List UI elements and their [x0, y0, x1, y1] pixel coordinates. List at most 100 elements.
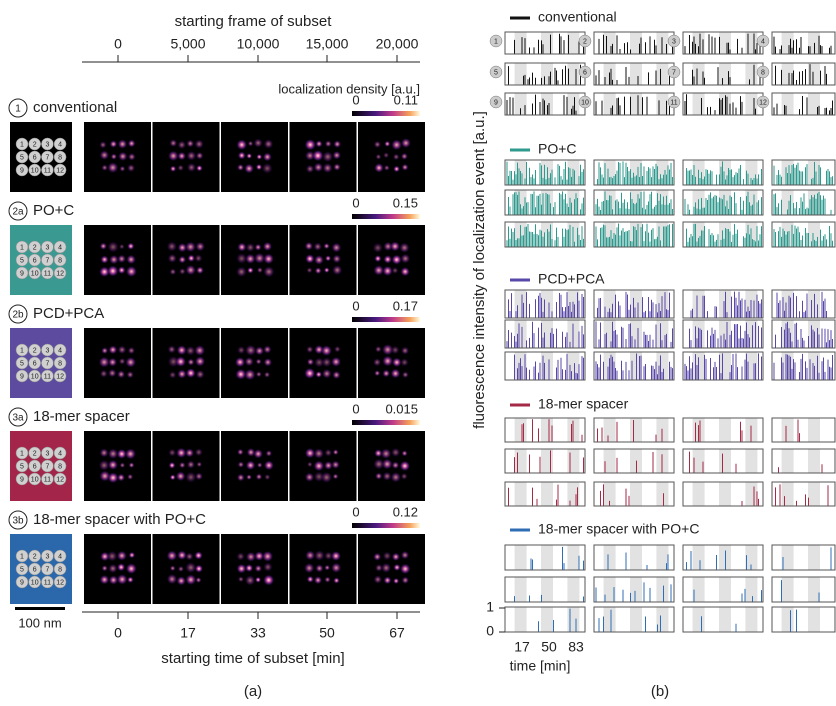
density-spot [382, 266, 393, 277]
density-spot [196, 152, 204, 160]
trace-box [772, 607, 835, 632]
colorbar-min: 0 [352, 504, 359, 519]
density-spot [375, 346, 382, 353]
density-spot [381, 563, 392, 574]
density-spot [322, 163, 333, 174]
trace-band [515, 449, 527, 473]
site-label: 1 [20, 141, 24, 148]
bottom-axis-label: starting time of subset [min] [161, 650, 344, 667]
site-label: 7 [45, 360, 49, 367]
density-spot [256, 154, 262, 160]
density-spot [107, 162, 119, 174]
density-spot [313, 460, 324, 471]
density-spot [390, 368, 400, 378]
density-spot [263, 562, 273, 572]
trace-band [745, 63, 757, 85]
density-spot [255, 346, 264, 355]
bottom-tick-label: 50 [319, 625, 335, 641]
top-tick-label: 15,000 [306, 36, 349, 52]
density-spot [263, 139, 273, 149]
density-spot [314, 576, 323, 585]
density-spot [331, 562, 342, 573]
density-spot [247, 141, 253, 147]
density-spot [304, 368, 316, 380]
density-spot [313, 448, 324, 459]
density-spot [401, 450, 407, 456]
site-label: 8 [58, 154, 62, 161]
density-spot [375, 154, 381, 160]
trace-band [782, 93, 794, 115]
trace-band [630, 418, 642, 442]
trace-box [772, 545, 835, 570]
density-spot [257, 267, 263, 273]
density-spot [101, 565, 108, 572]
density-spot [264, 460, 274, 470]
density-spot [194, 254, 202, 262]
site-badge-label: 4 [761, 38, 765, 45]
density-spot [118, 345, 127, 354]
trace-band [808, 607, 820, 632]
colorbar-min: 0 [352, 195, 359, 210]
trace-band [630, 63, 642, 85]
colorbar-min: 0 [352, 92, 359, 107]
density-spot [255, 577, 261, 583]
y-tick-label: 0 [486, 623, 494, 639]
trace-band [630, 607, 642, 632]
density-spot [195, 577, 201, 583]
trace-band [656, 607, 668, 632]
trace-band [693, 545, 705, 570]
density-spot [246, 474, 252, 480]
trace-band [745, 607, 757, 632]
colorbar [352, 317, 420, 322]
colorbar-min: 0 [352, 298, 359, 313]
density-spot [117, 550, 128, 561]
density-spot [306, 164, 315, 173]
density-spot [400, 253, 410, 263]
density-spot [176, 576, 186, 586]
density-spot [401, 138, 412, 149]
density-spot [100, 255, 109, 264]
site-label: 9 [20, 270, 24, 277]
density-spot [100, 242, 108, 250]
density-spot [264, 474, 271, 481]
density-spot [186, 139, 194, 147]
site-label: 6 [33, 257, 37, 264]
site-label: 1 [20, 347, 24, 354]
density-spot [125, 357, 136, 368]
trace-box [772, 418, 835, 442]
density-spot [238, 576, 244, 582]
density-spot [187, 358, 194, 365]
density-spot [331, 242, 341, 252]
density-spot [333, 140, 341, 148]
density-spot [247, 267, 254, 274]
density-spot [194, 139, 204, 149]
density-spot [185, 471, 197, 483]
trace-box [772, 93, 835, 115]
density-spot [263, 574, 275, 586]
x-tick-label: 17 [514, 639, 530, 655]
density-spot [107, 241, 119, 253]
density-spot [391, 345, 400, 354]
density-spot [175, 356, 186, 367]
density-spot [400, 267, 410, 277]
site-label: 9 [20, 476, 24, 483]
density-spot [399, 460, 410, 471]
site-label: 8 [58, 257, 62, 264]
site-label: 4 [58, 450, 62, 457]
density-spot [321, 345, 332, 356]
site-label: 3 [45, 347, 49, 354]
density-spot [304, 242, 313, 251]
trace-band [567, 577, 579, 602]
trace-band [808, 577, 820, 602]
density-spot [170, 565, 176, 571]
density-spot [321, 357, 331, 367]
density-spot [168, 254, 178, 264]
row-name: 18-mer spacer [33, 408, 130, 425]
density-spot [382, 458, 393, 469]
density-spot [119, 244, 125, 250]
density-spot [195, 356, 206, 367]
site-label: 3 [45, 141, 49, 148]
density-spot [332, 265, 343, 276]
density-spot [321, 471, 333, 483]
density-spot [119, 358, 126, 365]
